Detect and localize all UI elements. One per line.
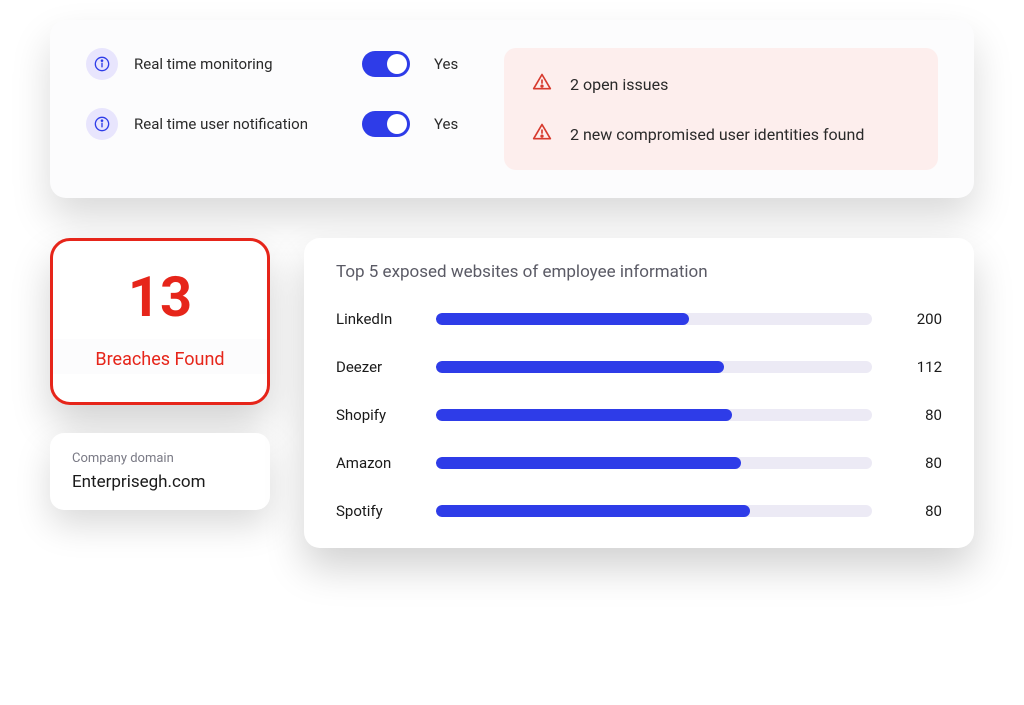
chart-bar-track (436, 457, 872, 469)
chart-bar-track (436, 505, 872, 517)
exposed-websites-chart: Top 5 exposed websites of employee infor… (304, 238, 974, 548)
setting-row-notification: Real time user notification Yes (86, 108, 464, 140)
warning-icon (532, 72, 552, 96)
chart-row: Amazon 80 (336, 454, 942, 472)
domain-card: Company domain Enterprisegh.com (50, 433, 270, 510)
breaches-label: Breaches Found (53, 339, 267, 374)
chart-title: Top 5 exposed websites of employee infor… (336, 262, 942, 282)
chart-rows: LinkedIn200Deezer112Shopify80Amazon80Spo… (336, 310, 942, 520)
chart-bar-fill (436, 313, 689, 325)
chart-row-value: 200 (892, 310, 942, 328)
alert-text: 2 open issues (570, 75, 668, 94)
setting-row-monitoring: Real time monitoring Yes (86, 48, 464, 80)
toggle-value-monitoring: Yes (434, 55, 464, 73)
alert-text: 2 new compromised user identities found (570, 125, 864, 144)
toggle-monitoring[interactable] (362, 51, 410, 77)
alert-row: 2 open issues (532, 72, 910, 96)
setting-label-notification: Real time user notification (134, 115, 346, 133)
toggle-value-notification: Yes (434, 115, 464, 133)
chart-bar-fill (436, 409, 732, 421)
chart-bar-fill (436, 457, 741, 469)
chart-row-name: Amazon (336, 454, 416, 472)
chart-bar-fill (436, 505, 750, 517)
chart-row-name: Deezer (336, 358, 416, 376)
left-column: 13 Breaches Found Company domain Enterpr… (50, 238, 270, 548)
bottom-row: 13 Breaches Found Company domain Enterpr… (50, 238, 974, 548)
toggle-notification[interactable] (362, 111, 410, 137)
alerts-panel: 2 open issues 2 new compromised user ide… (504, 48, 938, 170)
chart-row: LinkedIn 200 (336, 310, 942, 328)
chart-row-value: 80 (892, 502, 942, 520)
info-icon (86, 48, 118, 80)
chart-bar-track (436, 409, 872, 421)
setting-label-monitoring: Real time monitoring (134, 55, 346, 73)
chart-bar-fill (436, 361, 724, 373)
chart-row: Spotify 80 (336, 502, 942, 520)
chart-row-name: LinkedIn (336, 310, 416, 328)
chart-row-name: Shopify (336, 406, 416, 424)
chart-row-name: Spotify (336, 502, 416, 520)
domain-label: Company domain (72, 451, 248, 466)
domain-value: Enterprisegh.com (72, 472, 248, 492)
chart-bar-track (436, 361, 872, 373)
warning-icon (532, 122, 552, 146)
chart-row-value: 112 (892, 358, 942, 376)
breaches-count: 13 (73, 269, 247, 325)
chart-row-value: 80 (892, 406, 942, 424)
settings-alerts-card: Real time monitoring Yes Real time user … (50, 20, 974, 198)
chart-bar-track (436, 313, 872, 325)
alert-row: 2 new compromised user identities found (532, 122, 910, 146)
breaches-card: 13 Breaches Found (50, 238, 270, 405)
chart-row: Deezer 112 (336, 358, 942, 376)
chart-row: Shopify 80 (336, 406, 942, 424)
info-icon (86, 108, 118, 140)
chart-row-value: 80 (892, 454, 942, 472)
settings-column: Real time monitoring Yes Real time user … (86, 48, 464, 170)
